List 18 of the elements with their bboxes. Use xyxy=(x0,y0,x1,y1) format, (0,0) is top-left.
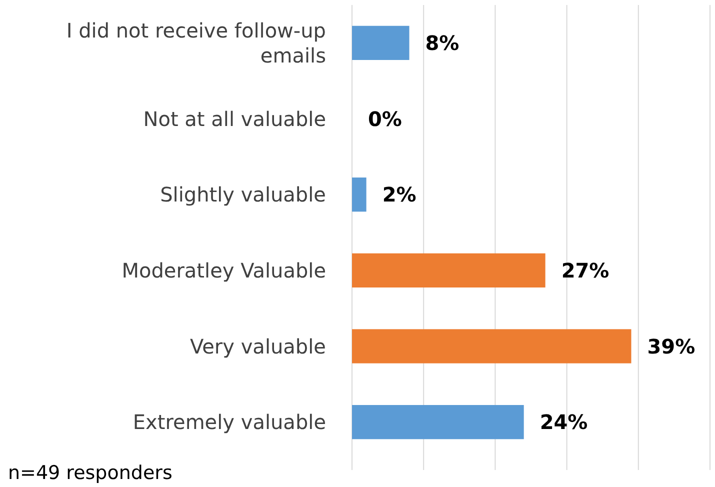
data-label: 27% xyxy=(561,258,610,282)
bar xyxy=(352,329,632,364)
y-tick-label: Moderatley Valuable xyxy=(122,258,326,282)
data-label: 39% xyxy=(647,334,696,358)
y-tick-label: Slightly valuable xyxy=(160,182,326,207)
text: n=49 responders xyxy=(8,462,172,484)
y-tick-label: Very valuable xyxy=(190,334,326,358)
data-label: 24% xyxy=(540,410,588,434)
bar xyxy=(352,26,410,60)
data-label: 2% xyxy=(382,182,416,207)
data-label: 0% xyxy=(368,106,402,131)
y-tick-label: Not at all valuable xyxy=(143,106,326,131)
y-tick-label: Extremely valuable xyxy=(132,410,326,434)
bar xyxy=(352,405,524,440)
bar xyxy=(352,178,366,212)
y-tick-label: I did not receive follow-up emails xyxy=(66,18,326,68)
data-label: 8% xyxy=(425,30,460,55)
bar xyxy=(352,253,546,288)
